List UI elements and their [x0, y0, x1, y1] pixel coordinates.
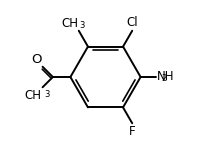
Text: Cl: Cl — [127, 16, 138, 29]
Text: F: F — [129, 125, 135, 138]
Text: 3: 3 — [44, 89, 50, 99]
Text: NH: NH — [157, 70, 174, 83]
Text: O: O — [31, 53, 41, 66]
Text: CH: CH — [61, 16, 78, 30]
Text: 3: 3 — [80, 21, 85, 30]
Text: 2: 2 — [162, 74, 167, 83]
Text: CH: CH — [25, 89, 42, 102]
